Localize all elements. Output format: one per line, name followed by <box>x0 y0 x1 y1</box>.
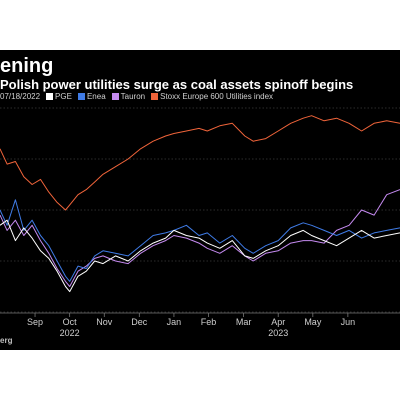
series-line-enea <box>0 199 400 282</box>
legend-item-enea: Enea <box>77 91 106 101</box>
legend-item-stoxx: Stoxx Europe 600 Utilities index <box>151 92 273 101</box>
x-tick-label: Oct <box>63 317 78 327</box>
legend-label-pge: PGE <box>55 91 72 101</box>
legend-label-tauron: Tauron <box>120 91 146 101</box>
series-line-pge <box>0 219 400 293</box>
series-line-stoxx-utilities <box>0 115 400 211</box>
legend-swatch-stoxx <box>151 92 159 100</box>
x-tick-label: Jun <box>341 317 356 327</box>
legend-label-enea: Enea <box>86 91 106 101</box>
chart-title: ening <box>0 55 54 77</box>
legend-swatch-tauron <box>111 92 119 100</box>
x-year-label: 2023 <box>268 328 288 338</box>
x-tick-label: Nov <box>96 317 113 327</box>
x-tick-label: Apr <box>271 317 285 327</box>
legend-swatch-pge <box>46 92 54 100</box>
x-tick-label: Jan <box>167 317 182 327</box>
chart-subtitle: Polish power utilities surge as coal ass… <box>0 77 354 92</box>
x-tick-label: Feb <box>201 317 217 327</box>
x-tick-label: Dec <box>131 317 148 327</box>
source-credit: erg <box>0 336 13 345</box>
x-axis-ticks: Sep Oct Nov Dec Jan Feb Mar Apr May Jun 2022 2023 <box>0 312 400 338</box>
chart-panel <box>0 50 400 350</box>
legend-label-stoxx: Stoxx Europe 600 Utilities index <box>160 91 274 101</box>
grid <box>0 107 400 313</box>
legend-swatch-enea <box>77 92 85 100</box>
x-tick-label: May <box>304 317 322 327</box>
x-year-label: 2022 <box>60 328 80 338</box>
x-tick-label: Mar <box>236 317 252 327</box>
legend-item-tauron: Tauron <box>111 91 146 101</box>
legend-item-pge: PGE <box>46 92 72 101</box>
legend-date-range: 07/18/2022 <box>0 91 41 101</box>
series-lines <box>0 115 400 293</box>
legend: 07/18/2022 PGE Enea Tauron Stoxx Europe … <box>0 89 273 103</box>
x-tick-label: Sep <box>27 317 43 327</box>
series-line-tauron <box>0 189 400 287</box>
